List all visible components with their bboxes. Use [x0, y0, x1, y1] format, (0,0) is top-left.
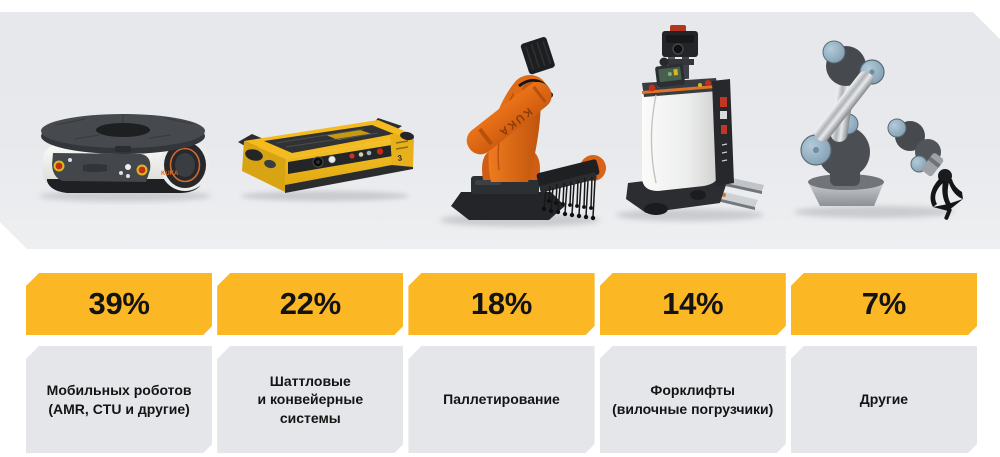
stat-column-mobile-robots: 39% Мобильных роботов (AMR, CTU и другие… — [26, 273, 212, 453]
forklift-emergency-stop — [648, 84, 656, 92]
stat-column-others: 7% Другие — [791, 273, 977, 453]
forklift-sensor-head — [662, 25, 698, 57]
cobot-arm-image — [782, 30, 982, 222]
percent-value: 39% — [88, 286, 150, 321]
amr-shadow — [39, 190, 211, 202]
category-panel: Форклифты (вилочные погрузчики) — [600, 346, 786, 453]
category-label: Шаттловые и конвейерные системы — [257, 372, 364, 426]
category-panel: Шаттловые и конвейерные системы — [217, 346, 403, 453]
amr-robot-illustration: KUKA — [39, 114, 211, 202]
category-label: Мобильных роботов (AMR, CTU и другие) — [46, 382, 192, 417]
stat-column-palletizing: 18% Паллетирование — [408, 273, 594, 453]
forklift-body — [641, 77, 720, 191]
amr-brand-label: KUKA — [161, 171, 179, 177]
category-label: Другие — [859, 391, 909, 408]
amr-front-sensor — [115, 146, 131, 152]
kuka-arm-image: KUKA — [425, 30, 620, 230]
forklift-robot-image — [612, 25, 777, 225]
percent-badge: 7% — [791, 273, 977, 335]
percent-badge: 18% — [408, 273, 594, 335]
stat-column-shuttle-systems: 22% Шаттловые и конвейерные системы — [217, 273, 403, 453]
category-label: Паллетирование — [443, 391, 560, 408]
percent-badge: 14% — [600, 273, 786, 335]
amr-robot-image: KUKA — [25, 95, 220, 205]
forklift-shadow — [616, 209, 764, 221]
amr-emergency-stop-front — [138, 166, 146, 174]
shuttle-shadow — [241, 191, 409, 201]
shuttle-robot-image: 3 — [230, 105, 420, 205]
percent-badge: 39% — [26, 273, 212, 335]
amr-emergency-stop-left — [55, 162, 63, 170]
forklift-display — [655, 63, 685, 88]
cobot-upper-link — [814, 71, 874, 142]
kuka-arm-illustration: KUKA — [440, 37, 606, 227]
shuttle-button-white — [328, 155, 336, 164]
forklift-illustration — [616, 25, 764, 221]
percent-value: 14% — [662, 286, 724, 321]
shuttle-unit-number: 3 — [397, 153, 403, 163]
shuttle-illustration: 3 — [238, 118, 414, 201]
stats-row: 39% Мобильных роботов (AMR, CTU и другие… — [26, 273, 977, 453]
cobot-gripper — [930, 169, 963, 220]
cobot-shadow — [794, 206, 954, 218]
shuttle-emergency-stop — [376, 148, 384, 155]
category-label: Форклифты (вилочные погрузчики) — [612, 382, 774, 417]
cobot-shoulder-joint — [818, 126, 870, 178]
percent-value: 7% — [861, 286, 907, 321]
kuka-gripper — [536, 159, 600, 221]
kuka-suction-cups — [541, 199, 596, 221]
kuka-top-counterweight — [520, 37, 555, 75]
category-panel: Другие — [791, 346, 977, 453]
forklift-accent-stripe — [642, 85, 716, 94]
stat-column-forklifts: 14% Форклифты (вилочные погрузчики) — [600, 273, 786, 453]
shuttle-indicator-red — [349, 153, 355, 159]
cobot-illustration — [794, 40, 963, 220]
percent-value: 18% — [470, 286, 533, 321]
category-panel: Мобильных роботов (AMR, CTU и другие) — [26, 346, 212, 453]
forklift-mast — [659, 35, 694, 85]
percent-badge: 22% — [217, 273, 403, 335]
kuka-base-pedestal — [451, 192, 565, 220]
category-panel: Паллетирование — [408, 346, 594, 453]
percent-value: 22% — [279, 286, 341, 321]
